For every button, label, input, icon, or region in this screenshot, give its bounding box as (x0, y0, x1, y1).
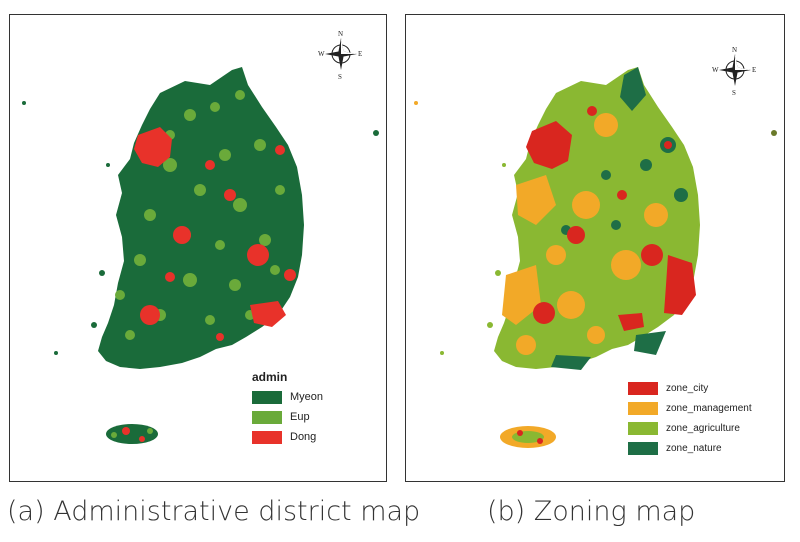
legend-swatch-zone-agriculture (628, 421, 658, 435)
compass-rose-icon: N S E W (318, 30, 362, 81)
legend-swatch-zone-management (628, 401, 658, 415)
legend-item-zone-agriculture: zone_agriculture (628, 421, 752, 435)
zoning-legend: zone_city zone_management zone_agricultu… (628, 381, 752, 461)
legend-label: zone_management (666, 402, 752, 414)
west-islands (22, 101, 379, 355)
dong-patches (134, 127, 296, 341)
legend-label: zone_city (666, 382, 709, 394)
legend-item-eup: Eup (252, 410, 323, 424)
legend-swatch-myeon (252, 390, 282, 404)
caption-administrative-district-map: (a) Administrative district map (7, 496, 421, 527)
compass-e: E (752, 66, 756, 74)
compass-rose-icon: N S E W (712, 46, 756, 97)
compass-e: E (358, 50, 362, 58)
legend-swatch-dong (252, 430, 282, 444)
compass-n: N (732, 46, 737, 54)
management-zone-patches (502, 113, 668, 355)
compass-n: N (338, 30, 343, 38)
zoning-map-panel: N S E W zone_city zone_management zone_a… (405, 14, 785, 482)
legend-label: Myeon (290, 391, 324, 403)
legend-item-zone-nature: zone_nature (628, 441, 752, 455)
legend-label: Eup (290, 411, 310, 423)
legend-swatch-zone-city (628, 381, 658, 395)
legend-item-dong: Dong (252, 430, 323, 444)
legend-item-zone-management: zone_management (628, 401, 752, 415)
legend-item-myeon: Myeon (252, 390, 323, 404)
eup-patches (115, 90, 285, 340)
west-islands (414, 101, 777, 355)
admin-legend: admin Myeon Eup Dong (252, 370, 323, 450)
nature-zone-patches (551, 67, 688, 370)
zoning-map (414, 67, 777, 448)
caption-zoning-map: (b) Zoning map (487, 496, 696, 527)
legend-title: admin (252, 370, 288, 384)
legend-label: zone_nature (666, 442, 722, 454)
legend-swatch-eup (252, 410, 282, 424)
compass-w: W (712, 66, 719, 74)
compass-w: W (318, 50, 325, 58)
legend-label: zone_agriculture (666, 422, 740, 434)
administrative-district-map-panel: N S E W admin Myeon Eup Dong (9, 14, 387, 482)
legend-item-zone-city: zone_city (628, 381, 752, 395)
legend-swatch-zone-nature (628, 441, 658, 455)
administrative-district-map (22, 67, 379, 444)
compass-s: S (338, 73, 342, 81)
compass-s: S (732, 89, 736, 97)
city-zone-patches (526, 106, 696, 331)
legend-label: Dong (290, 431, 317, 443)
